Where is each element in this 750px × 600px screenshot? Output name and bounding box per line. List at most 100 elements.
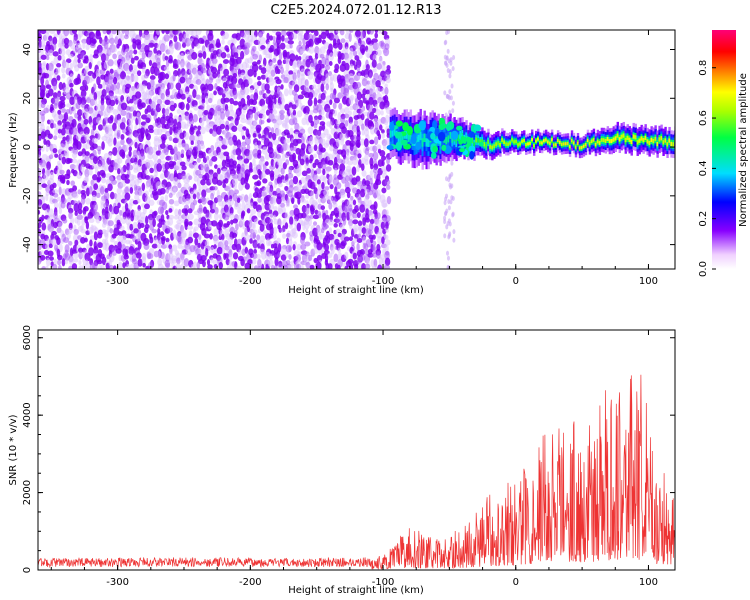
band-blob <box>430 152 437 159</box>
noise-speckle <box>371 59 377 68</box>
noise-speckle <box>97 83 103 89</box>
noise-speckle <box>183 182 190 190</box>
noise-speckle <box>187 236 194 244</box>
noise-speckle <box>445 193 449 199</box>
noise-speckle <box>108 152 113 160</box>
noise-speckle <box>239 218 245 226</box>
band-blob <box>395 141 403 151</box>
band-cell <box>556 138 560 143</box>
noise-speckle <box>450 83 454 89</box>
noise-speckle <box>327 159 334 166</box>
noise-speckle <box>367 189 374 196</box>
band-cell <box>415 136 418 146</box>
noise-speckle <box>312 162 317 169</box>
band-cell <box>519 142 522 146</box>
noise-speckle <box>204 172 210 181</box>
noise-speckle <box>280 254 287 261</box>
noise-speckle <box>137 177 143 184</box>
noise-speckle <box>271 109 278 115</box>
noise-speckle <box>129 186 134 194</box>
noise-speckle <box>157 158 162 165</box>
noise-speckle <box>280 66 285 75</box>
noise-speckle <box>168 82 174 90</box>
noise-speckle <box>445 224 449 230</box>
noise-speckle <box>276 118 283 126</box>
noise-speckle <box>148 33 155 43</box>
noise-speckle <box>377 133 382 141</box>
band-cell <box>622 133 625 138</box>
noise-speckle <box>233 182 237 191</box>
noise-speckle <box>203 109 209 116</box>
noise-speckle <box>261 146 268 155</box>
band-cell <box>606 136 610 141</box>
noise-speckle <box>260 119 265 125</box>
band-blob <box>469 150 475 160</box>
noise-speckle <box>332 42 339 49</box>
noise-speckle <box>296 222 302 232</box>
noise-speckle <box>339 208 343 213</box>
noise-speckle <box>53 211 58 220</box>
noise-speckle <box>130 213 135 222</box>
noise-speckle <box>193 162 199 170</box>
band-cell <box>401 134 405 142</box>
x-tick-label: 100 <box>639 577 658 588</box>
noise-speckle <box>56 227 62 234</box>
noise-speckle <box>189 134 196 142</box>
noise-speckle <box>249 238 253 244</box>
band-cell <box>445 137 448 145</box>
noise-speckle <box>64 43 69 49</box>
noise-speckle <box>176 108 181 114</box>
band-cell <box>620 134 623 139</box>
noise-speckle <box>145 182 150 189</box>
noise-speckle <box>43 107 49 114</box>
noise-speckle <box>283 138 290 144</box>
noise-speckle <box>448 73 452 79</box>
noise-speckle <box>297 94 304 100</box>
noise-speckle <box>348 222 353 230</box>
noise-speckle <box>83 75 91 85</box>
noise-speckle <box>63 112 69 122</box>
noise-speckle <box>91 194 97 203</box>
noise-speckle <box>168 208 173 213</box>
noise-speckle <box>368 43 374 53</box>
noise-speckle <box>92 83 97 91</box>
noise-speckle <box>372 265 378 269</box>
noise-speckle <box>384 83 388 89</box>
noise-speckle <box>141 114 148 120</box>
noise-speckle <box>179 101 185 111</box>
noise-speckle <box>144 203 150 210</box>
noise-speckle <box>276 176 283 185</box>
noise-speckle <box>239 167 245 175</box>
noise-speckle <box>174 208 179 217</box>
noise-speckle <box>129 54 133 59</box>
band-cell <box>608 139 612 144</box>
noise-speckle <box>96 133 101 140</box>
noise-speckle <box>173 200 180 207</box>
noise-speckle <box>382 142 387 151</box>
noise-speckle <box>72 193 79 199</box>
noise-speckle <box>276 252 281 258</box>
noise-speckle <box>150 85 155 91</box>
noise-speckle <box>45 144 49 153</box>
noise-speckle <box>95 30 102 40</box>
noise-speckle <box>243 158 250 164</box>
noise-speckle <box>165 237 170 243</box>
noise-speckle <box>199 248 206 257</box>
noise-speckle <box>68 207 74 214</box>
noise-speckle <box>209 233 213 240</box>
noise-speckle <box>128 117 134 124</box>
noise-speckle <box>296 110 303 118</box>
band-cell <box>531 138 534 142</box>
noise-speckle <box>361 48 365 56</box>
noise-speckle <box>357 153 362 159</box>
noise-speckle <box>345 57 350 64</box>
noise-speckle <box>93 91 98 101</box>
noise-speckle <box>90 128 95 137</box>
band-cell <box>602 138 606 143</box>
noise-speckle <box>360 188 366 198</box>
noise-speckle <box>104 162 109 172</box>
noise-speckle <box>128 87 134 97</box>
band-cell <box>515 140 518 144</box>
noise-speckle <box>288 81 293 90</box>
noise-speckle <box>273 226 278 235</box>
